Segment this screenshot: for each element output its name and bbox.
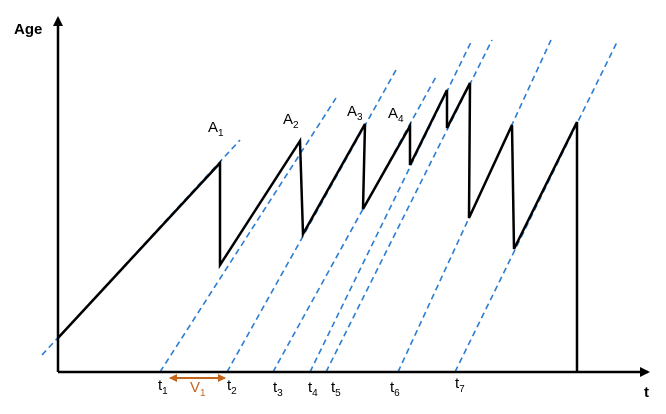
label-base: A	[208, 119, 218, 136]
time-label: t1	[158, 377, 168, 397]
label-sub: 2	[293, 120, 299, 131]
label-base: A	[388, 105, 398, 122]
label-base: A	[283, 111, 293, 128]
label-base: t	[331, 379, 336, 396]
dashed-lines	[41, 39, 619, 373]
label-base: t	[273, 379, 278, 396]
time-label: t3	[273, 379, 283, 399]
x-axis-label: t	[644, 384, 649, 401]
peak-label: A1	[208, 119, 224, 139]
age-curve	[57, 82, 579, 372]
peak-label: A2	[283, 111, 299, 131]
label-base: A	[347, 103, 357, 120]
label-sub: 3	[277, 388, 283, 399]
y-axis-label: Age	[14, 21, 42, 38]
label-sub: 4	[312, 388, 318, 399]
label-base: t	[308, 379, 313, 396]
label-base: t	[227, 377, 232, 394]
label-sub: 4	[398, 114, 404, 125]
label-sub: 1	[200, 388, 206, 399]
label-base: t	[158, 377, 163, 394]
label-sub: 6	[394, 388, 400, 399]
peak-label: A4	[388, 105, 404, 125]
label-sub: 1	[218, 128, 224, 139]
time-label: t6	[390, 379, 400, 399]
label-base: t	[390, 379, 395, 396]
label-sub: 1	[162, 386, 168, 397]
peak-label: A3	[347, 103, 363, 123]
time-label: t5	[331, 379, 341, 399]
interval-label: V1	[190, 379, 206, 399]
time-label: t7	[455, 375, 465, 395]
label-base: t	[455, 375, 460, 392]
label-sub: 3	[357, 112, 363, 123]
label-sub: 2	[231, 386, 237, 397]
label-sub: 5	[335, 388, 341, 399]
time-label: t4	[308, 379, 318, 399]
label-sub: 7	[459, 384, 465, 395]
time-label: t2	[227, 377, 237, 397]
label-base: V	[190, 379, 200, 396]
